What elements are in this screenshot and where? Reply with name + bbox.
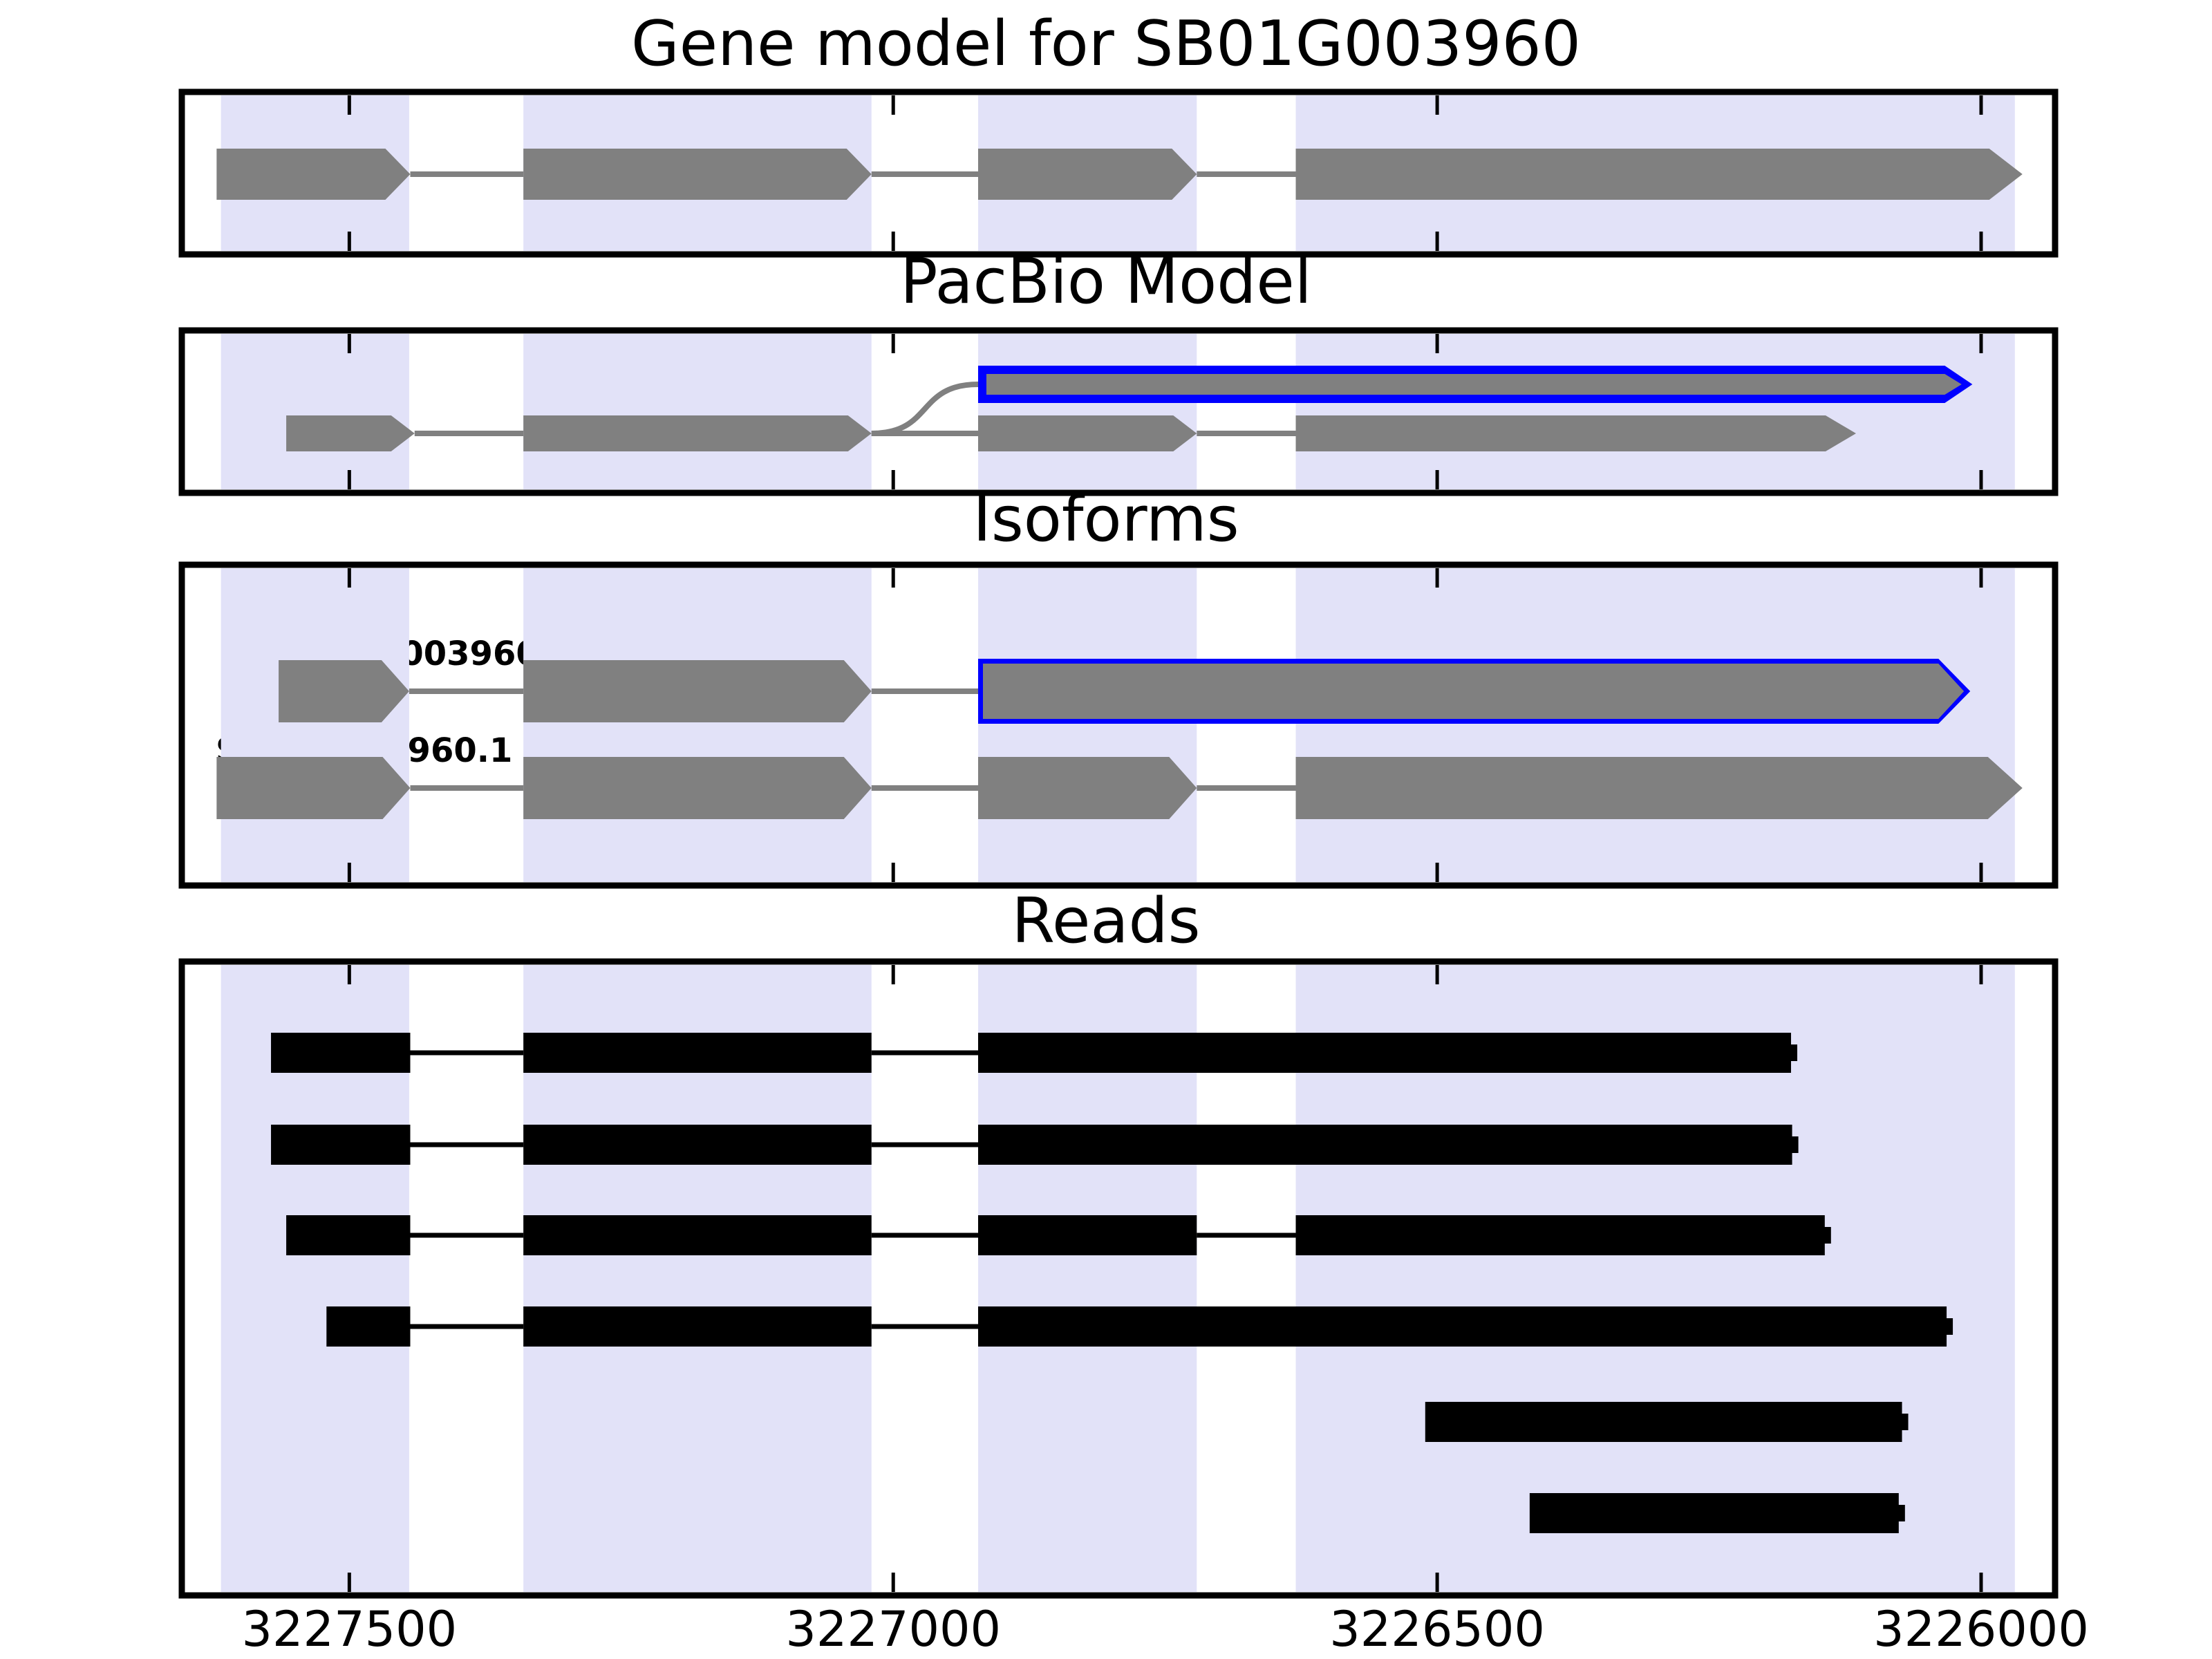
pacbio-model-title: PacBio Model (900, 245, 1312, 318)
exon-highlight-band (221, 334, 409, 489)
panel-isoforms (178, 561, 2059, 889)
exon-isoform (977, 757, 1197, 819)
exon-isoform (279, 660, 409, 722)
exon-highlight-band (1295, 568, 2015, 882)
pacbio-novel-exon-fill (986, 374, 1962, 395)
exon-isoform (216, 757, 411, 819)
read-block (271, 1033, 411, 1073)
gene-model-title: Gene model for SB01G003960 (630, 8, 1582, 80)
read-block (523, 1125, 872, 1165)
x-tick-label: 3227500 (241, 1601, 458, 1658)
exon-gene-model (977, 149, 1197, 200)
panel-border (178, 88, 2059, 258)
splice-connector-curve (871, 382, 978, 436)
read-block (271, 1125, 411, 1165)
panel-pacbio (178, 327, 2059, 496)
panel-gene_model (178, 88, 2059, 258)
read-block (977, 1033, 1798, 1073)
read-block (977, 1125, 1799, 1165)
exon-highlight-band (977, 334, 1197, 489)
x-tick-label: 3226500 (1329, 1601, 1545, 1658)
read-block (523, 1033, 872, 1073)
exon-highlight-band (977, 568, 1197, 882)
exon-gene-model (523, 149, 872, 200)
read-block (1295, 1215, 1831, 1255)
exon-highlight-band (523, 568, 872, 882)
exon-isoform (1295, 757, 2023, 819)
read-block (1529, 1493, 1905, 1533)
isoform-novel-exon-fill (982, 664, 1965, 719)
panel-border (178, 958, 2059, 1599)
exon-isoform (523, 660, 872, 722)
read-block (977, 1215, 1197, 1255)
read-block (286, 1215, 411, 1255)
read-block (1425, 1402, 1909, 1442)
exon-highlight-band (221, 568, 409, 882)
x-tick-label: 3226000 (1873, 1601, 2089, 1658)
read-block (977, 1306, 1953, 1347)
exon-pacbio (286, 415, 415, 451)
reads-title: Reads (1011, 885, 1201, 957)
panel-reads (178, 958, 2059, 1599)
exon-pacbio (523, 415, 872, 451)
exon-pacbio (977, 415, 1197, 451)
panel-border (178, 561, 2059, 889)
exon-gene-model (1295, 149, 2023, 200)
read-block (523, 1306, 872, 1347)
panel-border (178, 327, 2059, 496)
read-block (523, 1215, 872, 1255)
exon-gene-model (216, 149, 411, 200)
x-tick-label: 3227000 (785, 1601, 1002, 1658)
exon-isoform (523, 757, 872, 819)
exon-pacbio (1295, 415, 1857, 451)
exon-highlight-band (523, 334, 872, 489)
read-block (326, 1306, 411, 1347)
exon-highlight-band (1295, 334, 2015, 489)
